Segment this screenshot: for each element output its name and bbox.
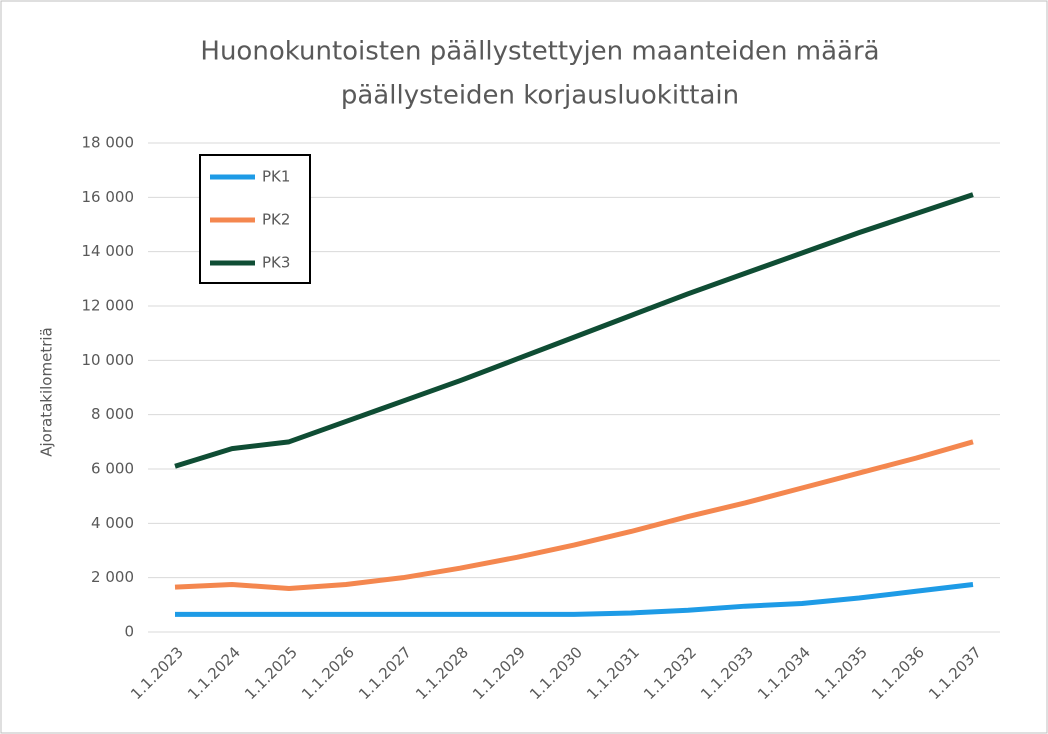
series-line: [174, 192, 974, 469]
y-tick-label: 2 000: [91, 568, 134, 586]
legend-label: PK1: [262, 168, 290, 186]
legend-label: PK3: [262, 254, 290, 272]
chart-title: päällysteiden korjausluokittain: [341, 81, 739, 111]
series-line: [175, 581, 974, 617]
y-tick-label: 12 000: [82, 297, 135, 315]
y-tick-label: 6 000: [91, 460, 134, 478]
y-tick-label: 4 000: [91, 514, 134, 532]
y-tick-label: 0: [124, 623, 134, 641]
legend-label: PK2: [262, 211, 290, 229]
chart-title: Huonokuntoisten päällystettyjen maanteid…: [200, 37, 879, 67]
y-tick-label: 18 000: [82, 134, 135, 152]
y-tick-label: 14 000: [82, 242, 135, 260]
y-tick-label: 16 000: [82, 188, 135, 206]
series-line: [174, 439, 974, 592]
y-tick-label: 10 000: [82, 351, 135, 369]
y-tick-label: 8 000: [91, 405, 134, 423]
y-axis-label: Ajoratakilometriä: [38, 327, 56, 457]
